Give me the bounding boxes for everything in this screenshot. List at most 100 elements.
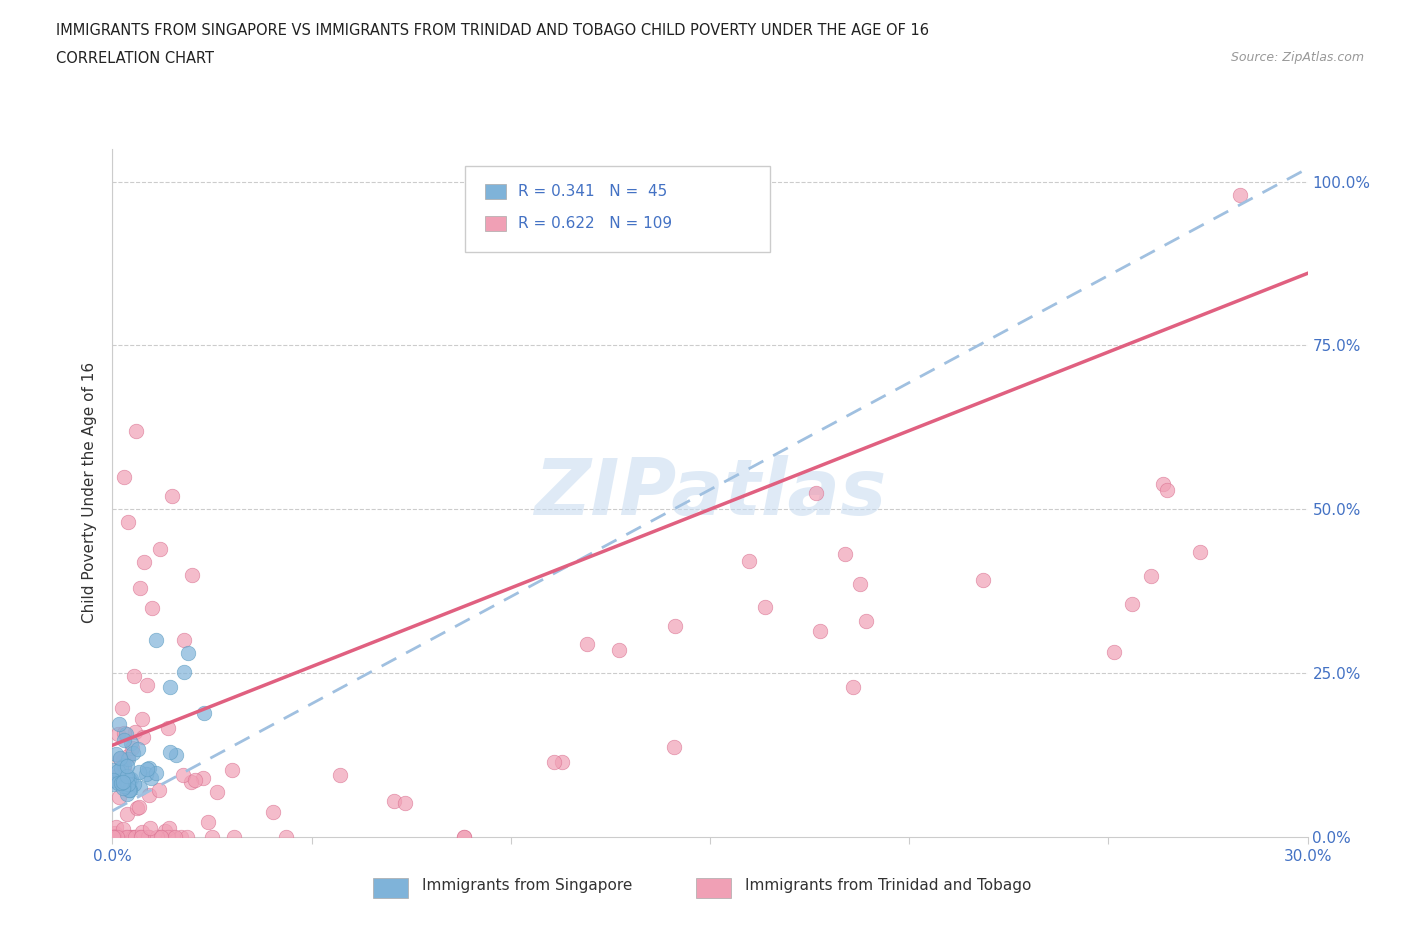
- Point: [111, 775, 134, 790]
- Point: [153, 823, 176, 838]
- Point: [1189, 545, 1212, 560]
- Point: [107, 768, 129, 783]
- Point: [118, 773, 141, 788]
- Point: [108, 790, 131, 804]
- Point: [141, 600, 163, 615]
- Point: [103, 763, 125, 777]
- Point: [855, 613, 877, 628]
- Point: [145, 765, 167, 780]
- Point: [191, 771, 214, 786]
- Point: [110, 776, 132, 790]
- Point: [173, 633, 195, 648]
- Point: [115, 787, 138, 802]
- Text: R = 0.622   N = 109: R = 0.622 N = 109: [519, 216, 672, 231]
- Point: [105, 830, 128, 844]
- Point: [576, 636, 599, 651]
- Point: [156, 721, 179, 736]
- Point: [834, 546, 856, 561]
- Point: [124, 777, 146, 791]
- Point: [176, 830, 198, 844]
- Point: [112, 759, 135, 774]
- Point: [551, 755, 574, 770]
- Point: [104, 830, 127, 844]
- Point: [103, 830, 125, 844]
- Point: [149, 830, 172, 844]
- Point: [118, 772, 141, 787]
- Point: [111, 700, 134, 715]
- Point: [329, 768, 352, 783]
- Point: [201, 830, 224, 844]
- Point: [115, 726, 138, 741]
- Point: [112, 781, 135, 796]
- Point: [112, 779, 135, 794]
- Point: [1102, 644, 1125, 659]
- Point: [121, 740, 143, 755]
- Point: [136, 762, 159, 777]
- Point: [112, 725, 135, 740]
- Point: [607, 643, 630, 658]
- Point: [135, 767, 157, 782]
- Point: [145, 633, 167, 648]
- Point: [664, 618, 686, 633]
- Point: [842, 680, 865, 695]
- Point: [163, 830, 186, 844]
- Point: [150, 830, 173, 844]
- Point: [453, 830, 475, 844]
- Point: [382, 793, 405, 808]
- Point: [129, 580, 152, 595]
- Point: [145, 830, 167, 844]
- Point: [136, 830, 159, 844]
- Text: Immigrants from Trinidad and Tobago: Immigrants from Trinidad and Tobago: [745, 878, 1032, 893]
- Point: [114, 469, 135, 484]
- Point: [127, 830, 149, 844]
- Point: [453, 830, 475, 844]
- Point: [108, 751, 131, 765]
- Point: [138, 761, 160, 776]
- Point: [1229, 187, 1251, 202]
- Point: [170, 830, 193, 844]
- Point: [117, 515, 139, 530]
- Point: [1152, 477, 1174, 492]
- Point: [162, 830, 184, 844]
- Point: [112, 757, 135, 772]
- Point: [141, 770, 163, 785]
- Point: [972, 573, 994, 588]
- Point: [108, 773, 131, 788]
- Point: [128, 830, 150, 844]
- Text: IMMIGRANTS FROM SINGAPORE VS IMMIGRANTS FROM TRINIDAD AND TOBAGO CHILD POVERTY U: IMMIGRANTS FROM SINGAPORE VS IMMIGRANTS …: [56, 23, 929, 38]
- Point: [115, 830, 138, 844]
- Point: [107, 830, 129, 844]
- Point: [159, 745, 181, 760]
- Point: [110, 830, 132, 844]
- Text: ZIPatlas: ZIPatlas: [534, 455, 886, 531]
- Point: [104, 826, 127, 841]
- Point: [125, 423, 148, 438]
- Point: [101, 830, 124, 844]
- Point: [107, 726, 129, 741]
- Point: [117, 777, 139, 791]
- Point: [135, 677, 157, 692]
- FancyBboxPatch shape: [465, 166, 770, 252]
- Point: [104, 747, 127, 762]
- Point: [131, 711, 153, 726]
- Point: [112, 752, 135, 767]
- Point: [193, 706, 215, 721]
- Point: [662, 740, 685, 755]
- Point: [129, 830, 152, 844]
- Point: [128, 800, 150, 815]
- Point: [118, 830, 141, 844]
- Point: [738, 553, 761, 568]
- Point: [120, 771, 142, 786]
- Point: [1121, 596, 1143, 611]
- Point: [156, 830, 179, 844]
- Point: [107, 717, 129, 732]
- Point: [108, 751, 131, 766]
- Point: [121, 736, 143, 751]
- Point: [118, 830, 141, 844]
- Point: [180, 775, 202, 790]
- Point: [124, 830, 146, 844]
- Point: [128, 764, 150, 779]
- Point: [101, 773, 124, 788]
- Point: [129, 830, 152, 844]
- Point: [107, 764, 129, 778]
